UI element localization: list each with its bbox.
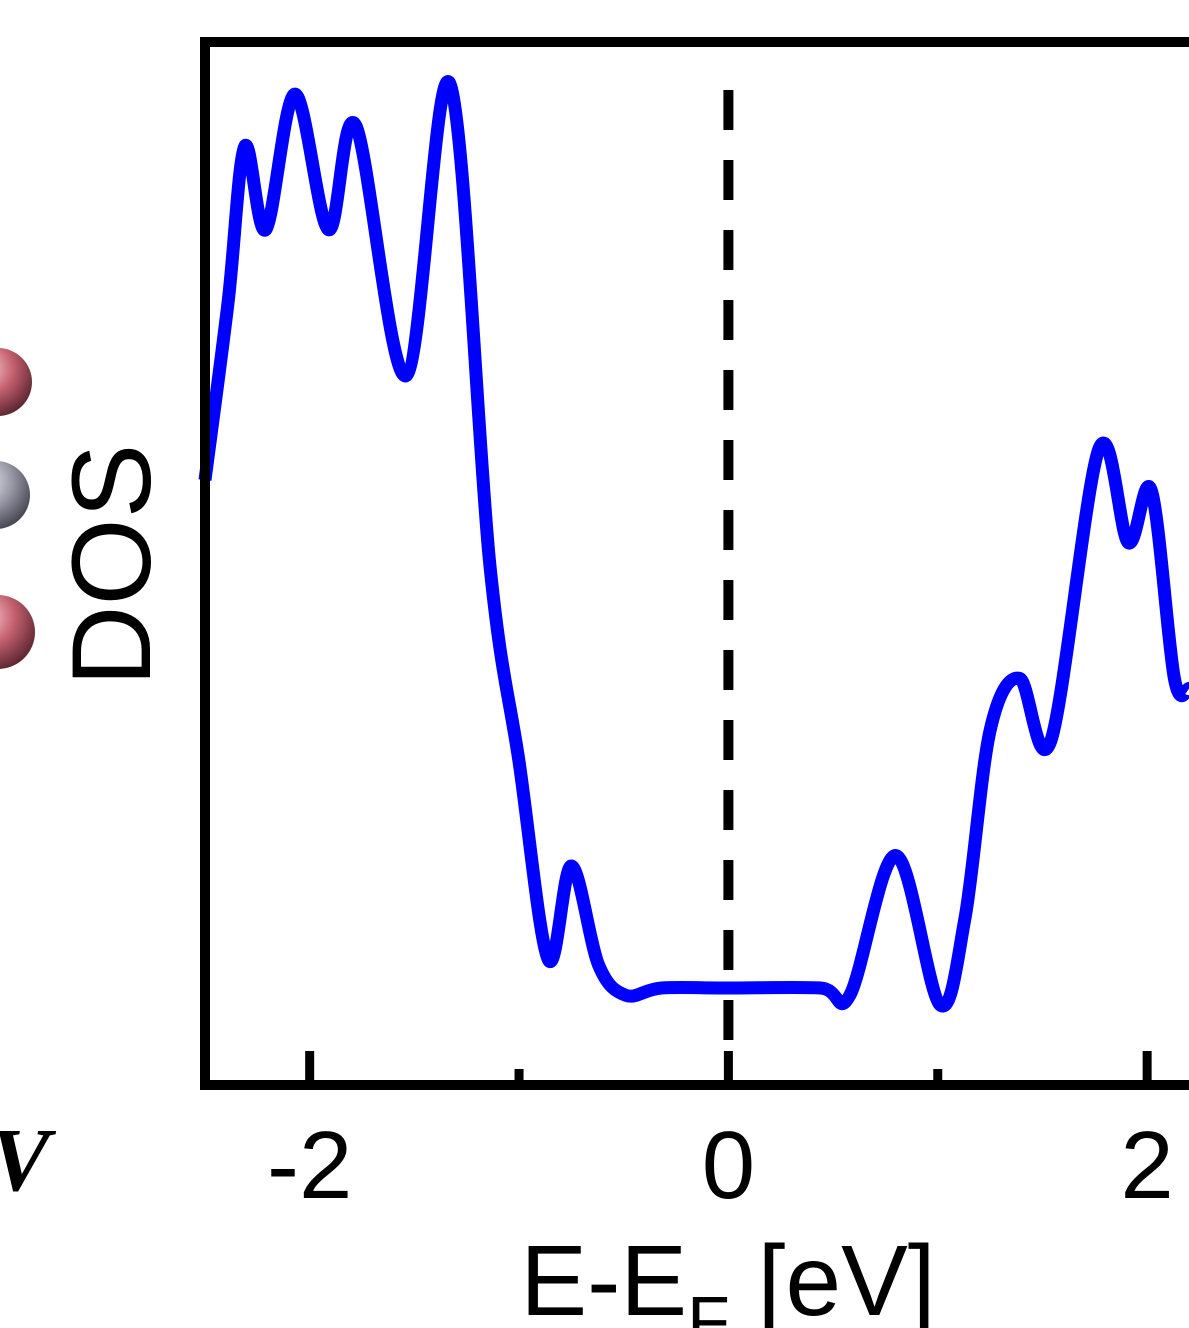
- x-label-unit: [eV]: [730, 1225, 936, 1328]
- atom-sphere: [0, 461, 30, 529]
- x-label-text: E-E: [520, 1225, 687, 1328]
- x-axis-label: E-EF [eV]: [520, 1225, 935, 1328]
- panel-text: V: [0, 1111, 57, 1210]
- x-label-subscript: F: [687, 1282, 730, 1328]
- x-tick-label: 0: [702, 1112, 755, 1219]
- x-tick-label: -2: [267, 1112, 352, 1219]
- dos-curve: [198, 75, 1189, 1013]
- plot-area: [198, 75, 1189, 1060]
- atom-sphere: [0, 348, 32, 416]
- axis-frame: [200, 37, 1189, 1090]
- atom-sphere: [0, 595, 35, 669]
- y-axis-label: DOS: [49, 444, 174, 687]
- x-tick-label: 2: [1120, 1112, 1173, 1219]
